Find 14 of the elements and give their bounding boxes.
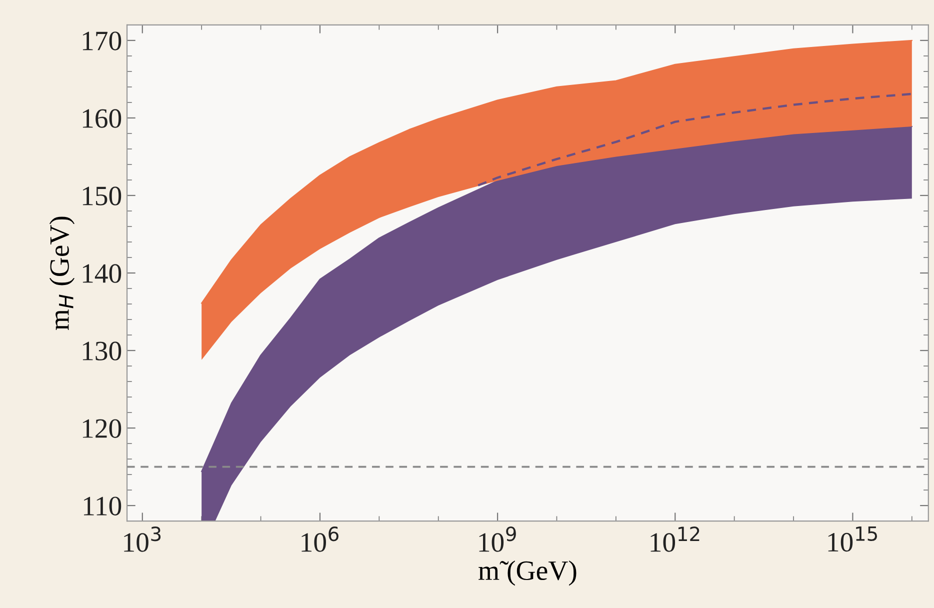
y-tick-label: 160: [82, 109, 122, 128]
y-tick-label: 170: [82, 32, 122, 50]
x-tick-label: 10$^{12}$: [650, 526, 700, 552]
x-tick-label: 10$^{9}$: [479, 526, 516, 552]
y-tick-label: 140: [82, 264, 122, 283]
x-tick-label: 10$^{3}$: [124, 526, 161, 552]
y-tick-label: 130: [82, 342, 122, 360]
y-axis-title: m$_{H}$ (GeV): [49, 216, 75, 330]
y-tick-label: 120: [82, 419, 122, 438]
y-tick-label: 110: [84, 496, 122, 516]
x-tick-label: 10$^{6}$: [302, 526, 338, 552]
x-axis-title: m̃ (GeV): [478, 560, 576, 586]
y-tick-label: 150: [82, 186, 122, 206]
x-tick-label: 10$^{15}$: [828, 526, 877, 552]
